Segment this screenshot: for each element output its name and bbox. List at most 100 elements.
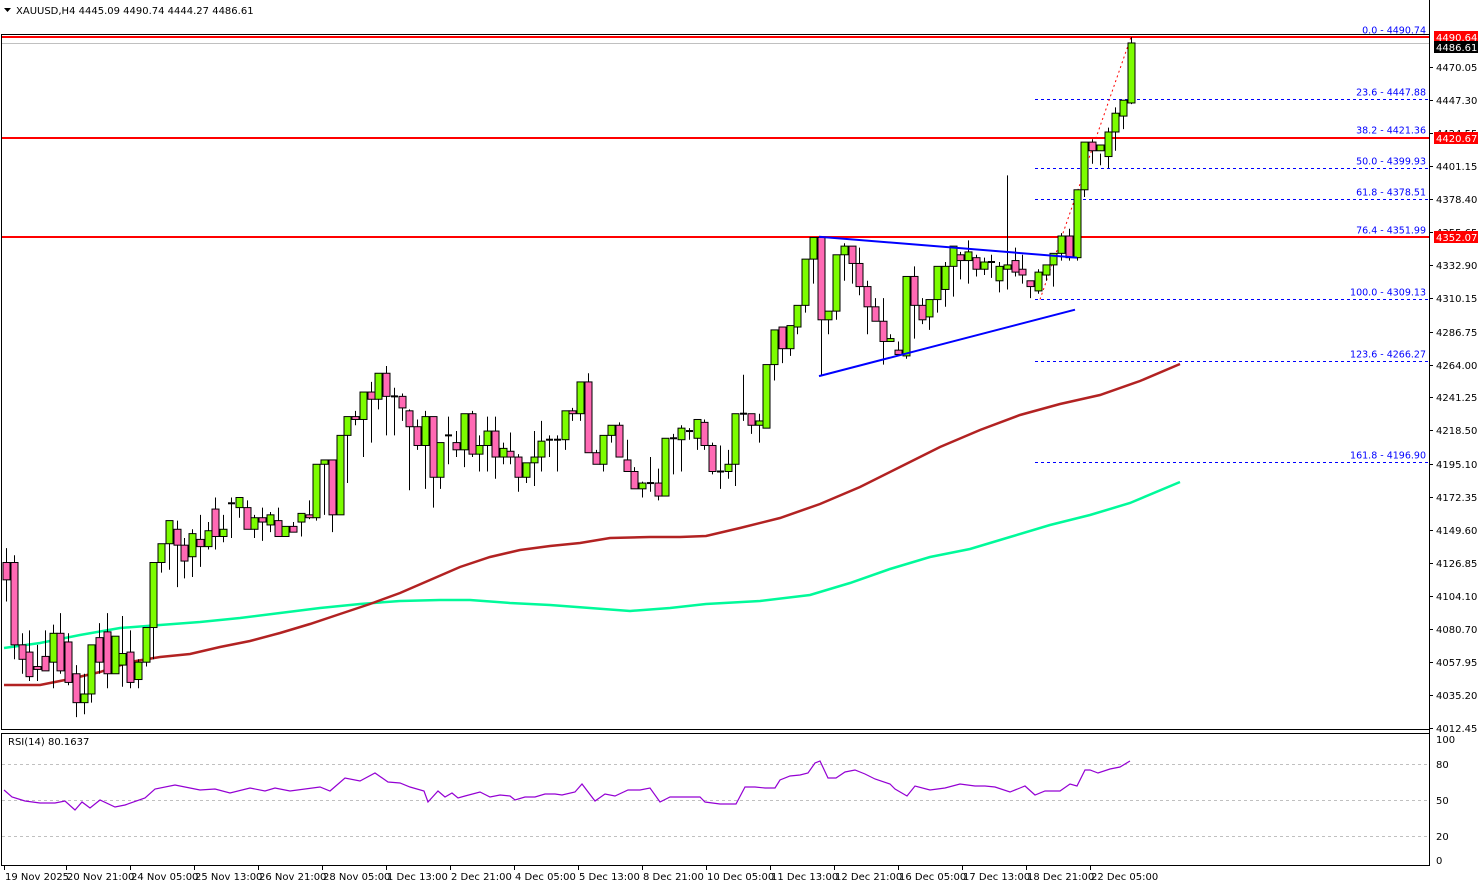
candle-bear xyxy=(351,416,360,420)
candle-bear xyxy=(568,410,577,415)
price-tag xyxy=(1434,231,1478,243)
candle-bull xyxy=(1119,99,1128,117)
candle-bull xyxy=(832,254,841,312)
candle-bear xyxy=(817,236,826,321)
chart-header: XAUUSD,H4 4445.09 4490.74 4444.27 4486.6… xyxy=(4,6,254,17)
candle-bull xyxy=(359,391,368,420)
candle-bear xyxy=(10,562,19,646)
candle-bull xyxy=(1127,42,1136,104)
time-label: 4 Dec 05:00 xyxy=(515,872,576,883)
axis-tick-label: 4012.45 xyxy=(1436,724,1477,735)
candle-bull xyxy=(118,653,127,666)
fib-label: 38.2 - 4421.36 xyxy=(1356,126,1426,137)
rsi-label: RSI(14) 80.1637 xyxy=(8,737,89,748)
ma-slow-line xyxy=(3,480,1181,650)
candle-bull xyxy=(235,496,244,509)
candle-bear xyxy=(855,262,864,288)
candle-bear xyxy=(452,442,461,451)
rsi-panel-frame xyxy=(1,733,1430,866)
fib-label: 0.0 - 4490.74 xyxy=(1362,26,1426,37)
candle-bull xyxy=(677,427,686,441)
rsi-level-label: 80 xyxy=(1436,760,1449,771)
candle-bull xyxy=(762,364,771,429)
candle-bear xyxy=(615,424,624,458)
axis-tick-label: 4195.10 xyxy=(1436,460,1477,471)
candle-bear xyxy=(72,673,81,704)
axis-tick-label: 4126.85 xyxy=(1436,559,1477,570)
rsi-level-label: 50 xyxy=(1436,796,1449,807)
candle-bear xyxy=(41,655,50,672)
time-label: 25 Nov 13:00 xyxy=(195,872,262,883)
candle-bear xyxy=(863,286,872,308)
axis-tick-label: 4447.30 xyxy=(1436,96,1477,107)
axis-tick-label: 4378.40 xyxy=(1436,195,1477,206)
candle-bull xyxy=(49,632,58,663)
time-label: 19 Nov 2025 xyxy=(5,872,69,883)
axis-tick-label: 4470.05 xyxy=(1436,63,1477,74)
candle-bull xyxy=(157,543,166,564)
candle-bull xyxy=(142,627,151,663)
candle-bull xyxy=(840,245,849,256)
candle-bear xyxy=(398,395,407,409)
candle-bull xyxy=(1104,131,1113,158)
price-panel-frame xyxy=(1,34,1430,730)
candle-bull xyxy=(1073,189,1082,259)
candle-bull xyxy=(1111,112,1120,133)
candle-bull xyxy=(483,430,492,446)
candle-bull xyxy=(530,456,539,464)
axis-tick-label: 4332.90 xyxy=(1436,261,1477,272)
axis-tick-label: 4310.15 xyxy=(1436,294,1477,305)
candle-bear xyxy=(972,257,981,270)
candle-bull xyxy=(460,413,469,451)
candle-bull xyxy=(1096,144,1105,152)
candle-bear xyxy=(491,430,500,458)
candle-bull xyxy=(312,463,321,519)
rsi-level-label: 100 xyxy=(1436,735,1455,746)
candle-bear xyxy=(1088,141,1097,152)
dropdown-triangle-icon[interactable] xyxy=(4,8,11,12)
candle-bull xyxy=(188,533,197,558)
candle-bull xyxy=(824,310,833,321)
candle-bear xyxy=(367,391,376,400)
candle-bull xyxy=(374,372,383,400)
candle-bull xyxy=(801,258,810,306)
candle-bull xyxy=(793,304,802,328)
candle-bull xyxy=(1057,235,1066,254)
triangle-upper-line xyxy=(818,235,1078,259)
candle-bear xyxy=(64,641,73,683)
candle-bear xyxy=(413,426,422,446)
candle-bull xyxy=(755,420,764,426)
candle-bull xyxy=(343,416,352,436)
ma-fast-line xyxy=(4,362,1181,687)
fib-label: 100.0 - 4309.13 xyxy=(1350,288,1426,299)
candle-bear xyxy=(584,381,593,454)
candle-bear xyxy=(274,520,283,538)
candle-bear xyxy=(910,275,919,306)
candle-bear xyxy=(429,416,438,478)
candle-bull xyxy=(941,265,950,290)
candle-bear xyxy=(778,326,787,350)
candle-bear xyxy=(879,320,888,342)
fib-label: 161.8 - 4196.90 xyxy=(1350,451,1426,462)
candle-bull xyxy=(693,418,702,439)
price-tag-label: 4490.64 xyxy=(1436,33,1477,44)
time-label: 18 Dec 21:00 xyxy=(1027,872,1094,883)
candle-bear xyxy=(2,562,11,581)
candle-bull xyxy=(638,482,647,490)
candle-bear xyxy=(747,413,756,426)
candle-bear xyxy=(623,459,632,472)
candle-bull xyxy=(134,661,143,681)
candle-bear xyxy=(126,651,135,683)
candle-bull xyxy=(731,413,740,465)
candle-bear xyxy=(180,544,189,562)
candle-bull xyxy=(499,447,508,458)
candle-bull xyxy=(297,512,306,523)
axis-tick-label: 4241.25 xyxy=(1436,393,1477,404)
candle-bear xyxy=(700,421,709,446)
time-label: 16 Dec 05:00 xyxy=(899,872,966,883)
candle-bull xyxy=(925,299,934,318)
candle-bull xyxy=(1042,264,1051,276)
axis-tick-label: 4057.95 xyxy=(1436,658,1477,669)
